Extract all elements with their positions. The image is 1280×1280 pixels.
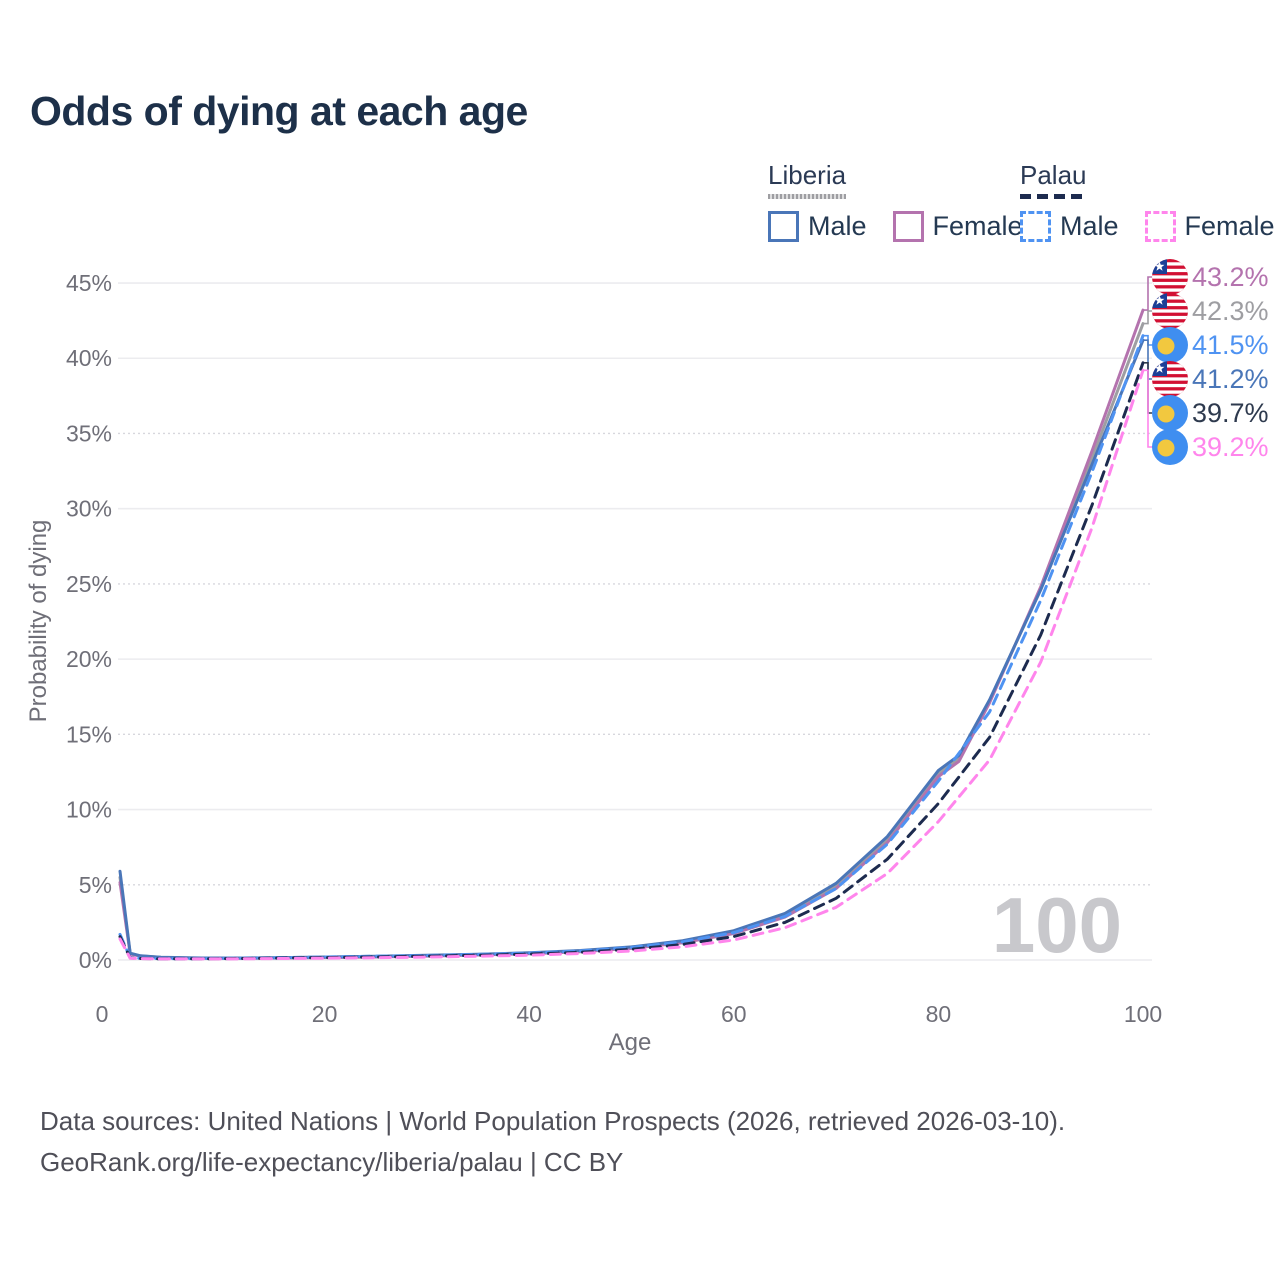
- palau-flag-icon: [1152, 395, 1188, 431]
- palau-linestyle-swatch: [1020, 194, 1087, 199]
- liberia-linestyle-swatch: [768, 194, 847, 199]
- palau-flag-icon: [1152, 327, 1188, 363]
- x-tick-label: 100: [1124, 1001, 1162, 1027]
- y-tick-label: 40%: [66, 345, 112, 371]
- y-tick-label: 5%: [79, 872, 112, 898]
- legend-group-liberia: Liberia Male Female: [768, 160, 1023, 242]
- end-label: 41.5%: [1144, 327, 1269, 363]
- attribution-link[interactable]: GeoRank.org/life-expectancy/liberia/pala…: [40, 1147, 624, 1177]
- liberia-flag-icon: [1152, 293, 1188, 329]
- liberia-all-line[interactable]: [118, 322, 1145, 960]
- x-axis-title: Age: [609, 1029, 652, 1056]
- liberia-female-swatch: [892, 211, 924, 242]
- x-tick-label: 80: [926, 1001, 952, 1027]
- legend-label: Male: [808, 211, 867, 241]
- page-title: Odds of dying at each age: [30, 88, 528, 134]
- x-tick-label: 60: [721, 1001, 747, 1027]
- x-tick-label: 20: [312, 1001, 338, 1027]
- legend-item-liberia-male[interactable]: Male: [768, 211, 867, 242]
- liberia-flag-icon: [1152, 259, 1188, 295]
- end-label-value: 41.2%: [1192, 364, 1269, 394]
- end-label-connector: [1144, 339, 1152, 380]
- palau-male-swatch: [1020, 211, 1051, 242]
- y-tick-label: 20%: [66, 646, 112, 672]
- end-label-value: 39.7%: [1192, 398, 1269, 428]
- y-tick-label: 10%: [66, 797, 112, 823]
- y-tick-label: 15%: [66, 721, 112, 747]
- end-label-value: 39.2%: [1192, 432, 1269, 462]
- legend-country-palau[interactable]: Palau: [1020, 160, 1087, 190]
- legend-item-palau-female[interactable]: Female: [1144, 211, 1275, 242]
- palau-all-line[interactable]: [118, 361, 1145, 961]
- end-label-value: 41.5%: [1192, 330, 1269, 360]
- y-tick-label: 45%: [66, 270, 112, 296]
- palau-female-line[interactable]: [118, 368, 1145, 961]
- legend-group-palau: Palau Male Female: [1020, 160, 1275, 242]
- legend-label: Male: [1060, 211, 1119, 241]
- end-label-connector: [1144, 369, 1152, 448]
- palau-flag-icon: [1152, 429, 1188, 465]
- end-label-connector: [1144, 310, 1152, 325]
- end-label: 43.2%: [1144, 259, 1269, 311]
- end-label: 42.3%: [1144, 293, 1269, 329]
- liberia-male-swatch: [768, 211, 799, 242]
- palau-female-swatch: [1144, 211, 1176, 242]
- x-tick-label: 40: [516, 1001, 542, 1027]
- liberia-flag-icon: [1152, 361, 1188, 397]
- legend-label: Female: [1184, 211, 1275, 241]
- x-tick-label: 0: [96, 1001, 109, 1027]
- age-watermark: 100: [992, 881, 1122, 969]
- legend-item-liberia-female[interactable]: Female: [892, 211, 1023, 242]
- liberia-female-line[interactable]: [118, 308, 1145, 960]
- end-label-connector: [1144, 276, 1152, 311]
- y-tick-label: 35%: [66, 420, 112, 446]
- end-label-value: 42.3%: [1192, 296, 1269, 326]
- end-label: 41.2%: [1144, 339, 1269, 397]
- palau-male-line[interactable]: [118, 334, 1145, 961]
- legend-label: Female: [932, 211, 1023, 241]
- line-chart: 0% 5% 10% 15% 20% 25% 30% 35% 40% 45% 0 20 40 60 80 100…: [25, 259, 1269, 1056]
- end-label-value: 43.2%: [1192, 262, 1269, 292]
- legend-country-liberia[interactable]: Liberia: [768, 160, 847, 190]
- y-tick-label: 0%: [79, 947, 112, 973]
- legend-item-palau-male[interactable]: Male: [1020, 211, 1119, 242]
- y-tick-label: 30%: [66, 496, 112, 522]
- end-label: 39.2%: [1144, 369, 1269, 465]
- y-tick-label: 25%: [66, 571, 112, 597]
- data-sources-note: Data sources: United Nations | World Pop…: [40, 1106, 1066, 1136]
- end-label: 39.7%: [1144, 362, 1269, 431]
- y-axis-title: Probability of dying: [25, 520, 52, 723]
